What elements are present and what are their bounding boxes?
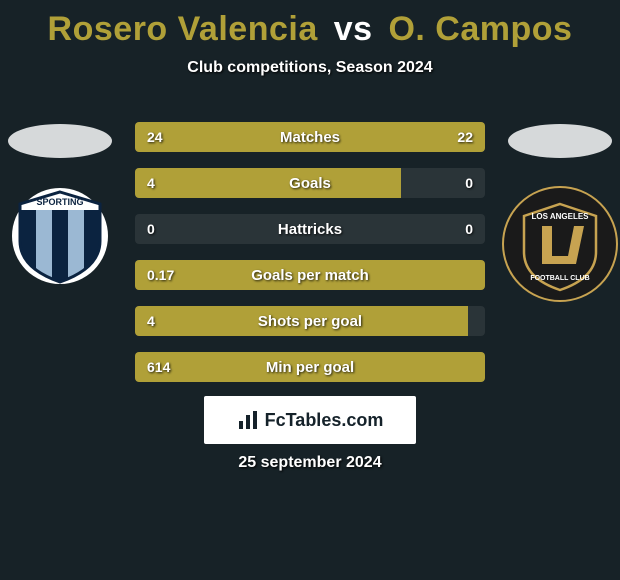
player1-silhouette [5, 106, 115, 176]
brand-text: FcTables.com [265, 410, 384, 431]
stat-value-right: 0 [453, 214, 485, 244]
player1-name: Rosero Valencia [48, 10, 318, 48]
stats-container: 2422Matches40Goals00Hattricks0.17Goals p… [135, 122, 485, 398]
vs-text: vs [334, 10, 373, 48]
brand-badge: FcTables.com [204, 396, 416, 444]
stat-row: 0.17Goals per match [135, 260, 485, 290]
stat-fill-left [135, 260, 485, 290]
footer-date: 25 september 2024 [0, 454, 620, 472]
page-title: Rosero Valencia vs O. Campos [0, 0, 620, 49]
player1-club-badge: SPORTING [10, 186, 110, 286]
stat-value-left: 0 [135, 214, 167, 244]
player2-club-badge: LOS ANGELES FOOTBALL CLUB [502, 186, 618, 302]
stat-row: 40Goals [135, 168, 485, 198]
stat-row: 4Shots per goal [135, 306, 485, 336]
svg-text:FOOTBALL CLUB: FOOTBALL CLUB [530, 275, 589, 282]
brand-icon [237, 409, 259, 431]
stat-row: 0 0Hattricks [135, 214, 485, 244]
player2-name: O. Campos [388, 10, 572, 48]
subtitle: Club competitions, Season 2024 [0, 59, 620, 77]
svg-text:SPORTING: SPORTING [36, 197, 83, 207]
player1-column: SPORTING [0, 106, 120, 286]
player2-silhouette [505, 106, 615, 176]
svg-text:LOS ANGELES: LOS ANGELES [531, 212, 589, 221]
stat-fill-left [135, 306, 468, 336]
stat-label: Hattricks [135, 214, 485, 244]
stat-fill-left [135, 352, 485, 382]
stat-fill-left [135, 122, 310, 152]
stat-value-right: 0 [453, 168, 485, 198]
player2-column: LOS ANGELES FOOTBALL CLUB [500, 106, 620, 302]
stat-fill-right [310, 122, 485, 152]
stat-row: 2422Matches [135, 122, 485, 152]
stat-row: 614Min per goal [135, 352, 485, 382]
stat-fill-left [135, 168, 401, 198]
